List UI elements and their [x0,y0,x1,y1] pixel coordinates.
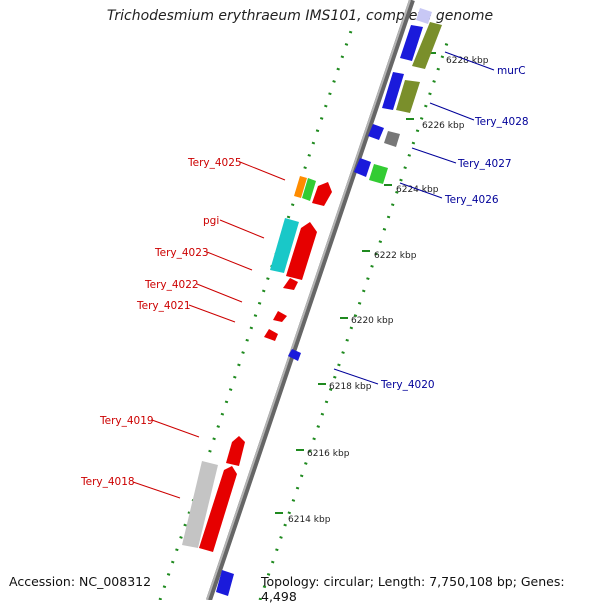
tick-label: 6226 kbp [422,121,465,131]
gene-label-Tery_4025[interactable]: Tery_4025 [187,157,242,169]
leader-line [219,219,265,239]
leader-line [429,102,475,121]
gene-label-Tery_4026[interactable]: Tery_4026 [444,194,499,206]
gene-arrow-Tery_4021[interactable] [273,311,287,322]
gene-arrow-Tery_4025-orange[interactable] [294,176,307,198]
gene-arrow-murC[interactable] [400,25,423,61]
gene-label-Tery_4027[interactable]: Tery_4027 [457,158,512,170]
tick-label: 6216 kbp [307,449,350,459]
gene-arrow-Tery_4023[interactable] [286,222,317,280]
gene-arrow-Tery_4022[interactable] [283,278,298,290]
leader-line [196,283,243,303]
gene-label-pgi[interactable]: pgi [203,215,219,227]
leader-line [239,161,286,181]
map-title: Trichodesmium erythraeum IMS101, complet… [106,8,494,24]
leader-line [151,419,200,438]
leader-line [206,251,253,271]
gene-arrow-Tery_4020[interactable] [288,349,301,361]
gene-label-Tery_4028[interactable]: Tery_4028 [474,116,529,128]
tick-label: 6228 kbp [446,56,489,66]
gene-arrow-top-lavender[interactable] [416,8,432,24]
gene-arrow-pgi[interactable] [270,218,299,273]
gene-arrow-small-blue[interactable] [368,124,384,140]
gene-arrow-Tery_4025-red[interactable] [312,182,332,206]
gene-label-Tery_4019[interactable]: Tery_4019 [99,415,154,427]
reverse-genes [182,176,332,552]
gene-arrow-Tery_4028[interactable] [382,72,404,110]
gene-arrow-small-red[interactable] [264,329,278,341]
accession-text: Accession: NC_008312 [9,574,152,589]
tick-label: 6222 kbp [374,251,417,261]
leader-line [444,51,495,71]
gene-label-Tery_4022[interactable]: Tery_4022 [144,279,199,291]
tick-label: 6224 kbp [396,185,439,195]
backbone [206,0,415,600]
gene-label-Tery_4023[interactable]: Tery_4023 [154,247,209,259]
reverse-labels: Tery_4025 pgi Tery_4023 Tery_4022 Tery_4… [80,157,286,499]
gene-label-Tery_4020[interactable]: Tery_4020 [380,379,435,391]
tick-label: 6220 kbp [351,316,394,326]
gene-arrow-Tery_4019[interactable] [226,436,245,466]
gene-label-Tery_4018[interactable]: Tery_4018 [80,476,135,488]
leader-line [188,304,236,323]
gene-arrow-Tery_4026-green[interactable] [369,164,388,184]
leader-line [399,182,443,199]
gene-label-Tery_4021[interactable]: Tery_4021 [136,300,191,312]
gene-arrow-grey-large[interactable] [182,461,218,548]
gene-arrow-olive-2[interactable] [396,80,420,113]
gene-arrow-Tery_4025-green[interactable] [302,178,316,201]
forward-genes [216,8,442,596]
tick-label: 6218 kbp [329,382,372,392]
gene-arrow-olive[interactable] [412,22,442,69]
forward-labels: murC Tery_4028 Tery_4027 Tery_4026 Tery_… [333,51,529,391]
gene-arrow-Tery_4026-blue[interactable] [354,158,371,177]
gene-arrow-Tery_4018[interactable] [199,466,237,552]
gene-arrow-bottom-blue[interactable] [216,570,234,596]
gene-label-murC[interactable]: murC [497,65,526,77]
backbone-highlight [206,0,411,600]
leader-line [333,368,379,385]
leader-line [132,481,181,499]
tick-label: 6214 kbp [288,515,331,525]
scale-ticks: 6214 kbp 6216 kbp 6218 kbp 6220 kbp 6222… [275,52,489,525]
gene-arrow-Tery_4027[interactable] [384,131,400,147]
leader-line [411,147,457,164]
